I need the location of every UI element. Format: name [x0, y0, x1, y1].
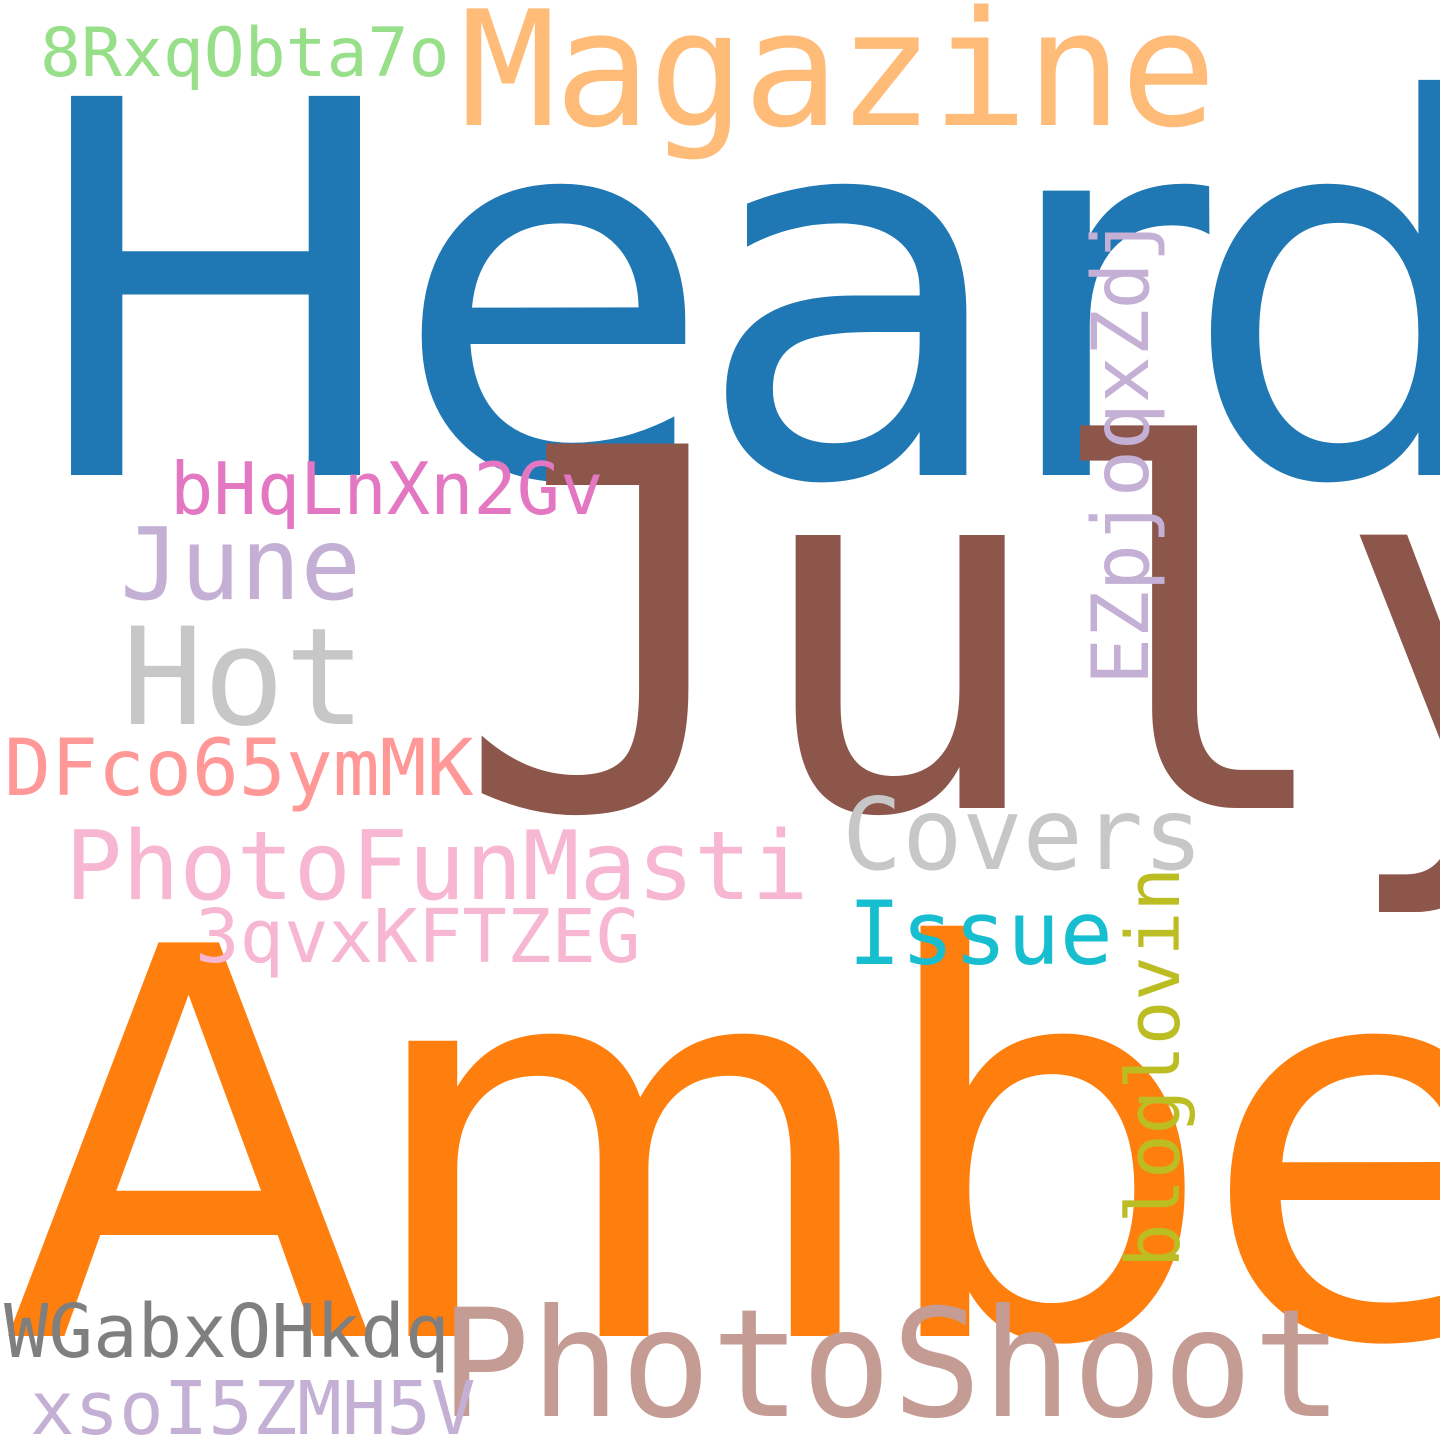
word-bloglovin: bloglovin: [1111, 867, 1197, 1268]
word-xsoi5zmh5v: xsoI5ZMH5V: [30, 1366, 476, 1440]
word-magazine: Magazine: [460, 0, 1217, 163]
word-bhqlnxn2gv: bHqLnXn2Gv: [170, 447, 604, 531]
word-heard: Heard: [20, 0, 1440, 598]
word-8rxqobta7o: 8RxqObta7o: [40, 14, 450, 93]
word-june: June: [120, 506, 361, 623]
word-covers: Covers: [842, 776, 1204, 893]
word-issue: Issue: [848, 882, 1113, 985]
word-dfco65ymmk: DFco65ymMK: [4, 724, 474, 814]
word-photofunmasti: PhotoFunMasti: [65, 812, 809, 922]
word-hot: Hot: [122, 599, 366, 756]
word-wgabxohkdq: WGabxOHkdq: [4, 1289, 450, 1375]
word-ezpjoqxzdj: EZpjoqxZdj: [1077, 215, 1167, 685]
word-3qvxkftzeg: 3qvxKFTZEG: [195, 894, 641, 980]
word-photoshoot: PhotoShoot: [440, 1278, 1344, 1440]
word-july: July: [455, 344, 1440, 926]
word-amber: Amber: [4, 836, 1440, 1440]
